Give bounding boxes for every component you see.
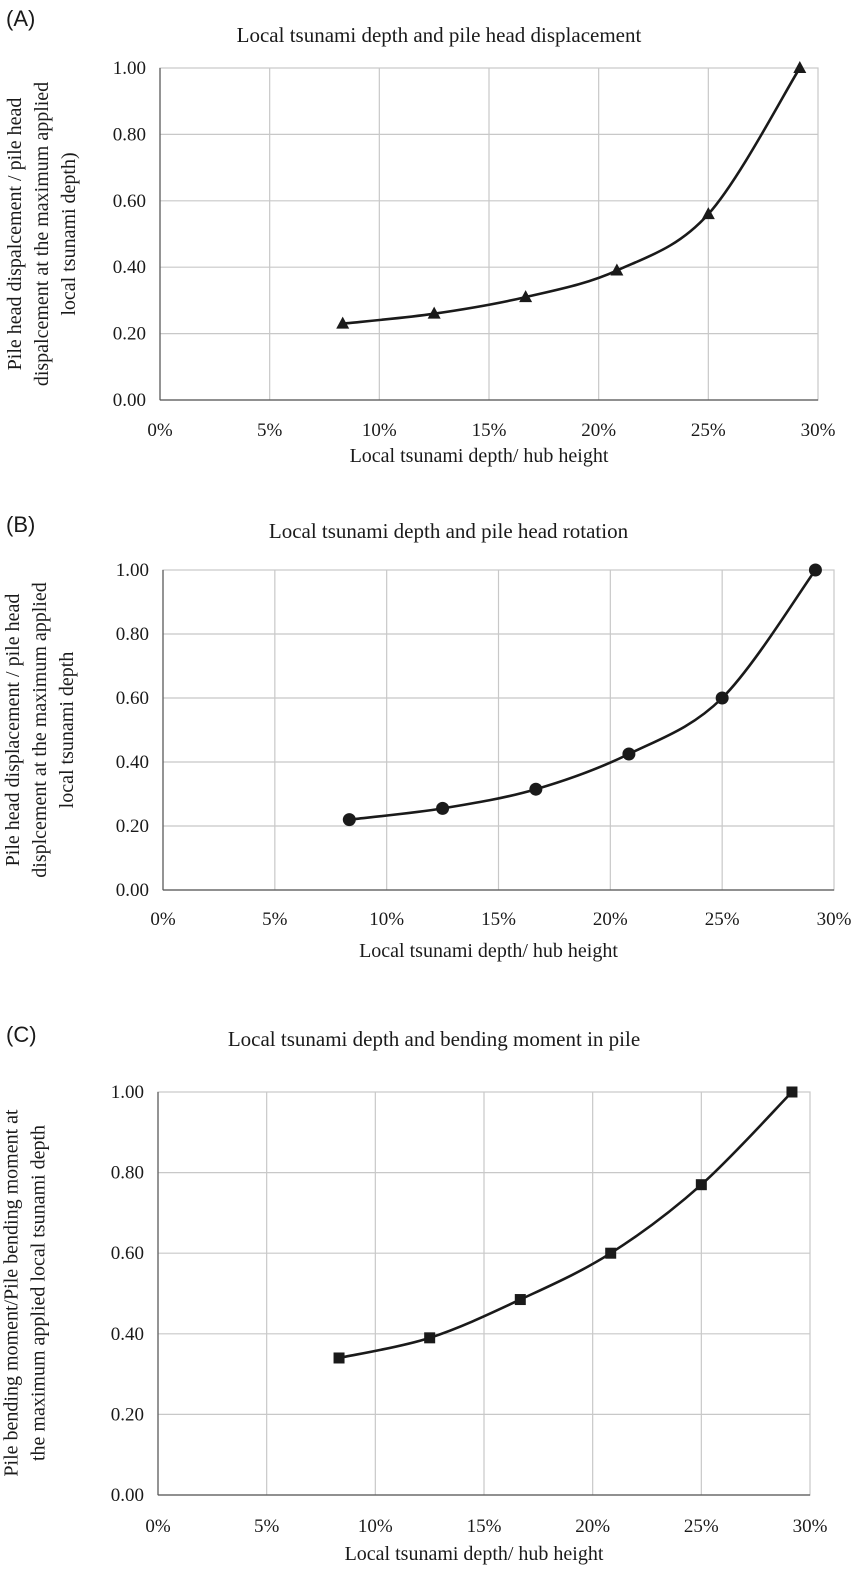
chart-panel-0: 0% 5% 10% 15% 20% 25% 30% 0.00 0.20 0.40 0.60 0.80 1… bbox=[4, 6, 836, 467]
data-point-triangle bbox=[701, 207, 715, 220]
x-axis-label: Local tsunami depth/ hub height bbox=[359, 940, 618, 962]
y-tick-label: 0.00 bbox=[116, 880, 149, 901]
y-axis-label-line: the maximum applied local tsunami depth bbox=[28, 1125, 50, 1461]
data-point-circle bbox=[342, 813, 356, 827]
x-tick-label: 20% bbox=[575, 1516, 610, 1537]
y-axis-label-line: local tsunami depth) bbox=[58, 152, 80, 315]
y-tick-label: 0.20 bbox=[113, 324, 146, 345]
x-tick-label: 15% bbox=[481, 909, 516, 930]
y-tick-label: 1.00 bbox=[116, 560, 149, 581]
y-tick-label: 0.20 bbox=[116, 816, 149, 837]
y-tick-label: 1.00 bbox=[113, 58, 146, 79]
series-line bbox=[342, 67, 801, 325]
data-point-triangle bbox=[793, 61, 807, 73]
x-axis-label: Local tsunami depth/ hub height bbox=[350, 445, 609, 467]
y-tick-label: 0.40 bbox=[113, 257, 146, 278]
y-tick-label: 1.00 bbox=[111, 1082, 144, 1103]
x-tick-label: 10% bbox=[358, 1516, 393, 1537]
x-tick-label: 30% bbox=[793, 1516, 828, 1537]
x-tick-label: 25% bbox=[691, 420, 726, 441]
y-axis-label-line: local tsunami depth bbox=[56, 652, 78, 809]
y-tick-label: 0.80 bbox=[113, 124, 146, 145]
panel-label: (C) bbox=[6, 1022, 37, 1047]
y-tick-label: 0.60 bbox=[113, 191, 146, 212]
panel-label: (B) bbox=[6, 512, 35, 537]
chart-title: Local tsunami depth and pile head rotati… bbox=[269, 519, 629, 543]
x-tick-label: 30% bbox=[817, 909, 852, 930]
x-tick-label: 10% bbox=[362, 420, 397, 441]
y-tick-label: 0.00 bbox=[111, 1485, 144, 1506]
series-line bbox=[349, 569, 817, 821]
x-tick-label: 5% bbox=[262, 909, 288, 930]
data-point-circle bbox=[529, 782, 543, 796]
y-axis-label-line: dispalcement at the maximum applied bbox=[31, 82, 53, 386]
x-tick-label: 15% bbox=[467, 1516, 502, 1537]
y-tick-label: 0.40 bbox=[116, 752, 149, 773]
y-axis-label-line: Pile head dispalcement / pile head bbox=[4, 98, 26, 371]
x-tick-label: 0% bbox=[150, 909, 176, 930]
data-point-circle bbox=[715, 691, 729, 705]
data-point-square bbox=[424, 1332, 436, 1344]
x-tick-label: 0% bbox=[145, 1516, 171, 1537]
y-tick-label: 0.80 bbox=[111, 1163, 144, 1184]
y-axis-label-line: Pile bending moment/Pile bending moment … bbox=[1, 1109, 23, 1477]
x-tick-label: 25% bbox=[684, 1516, 719, 1537]
data-point-triangle bbox=[427, 306, 441, 319]
chart-panel-1: 0% 5% 10% 15% 20% 25% 30% 0.00 0.20 0.40 0.60 0.80 1… bbox=[2, 512, 852, 962]
x-tick-label: 30% bbox=[801, 420, 836, 441]
series-line bbox=[338, 1091, 793, 1360]
chart-panel-2: 0% 5% 10% 15% 20% 25% 30% 0.00 0.20 0.40 0.60 0.80 1… bbox=[1, 1022, 828, 1565]
data-point-triangle bbox=[336, 316, 350, 329]
y-tick-label: 0.80 bbox=[116, 624, 149, 645]
y-axis-label-line: displcement at the maximum applied bbox=[29, 582, 51, 877]
x-axis-label: Local tsunami depth/ hub height bbox=[345, 1543, 604, 1565]
data-point-circle bbox=[436, 801, 450, 815]
x-tick-label: 15% bbox=[472, 420, 507, 441]
chart-title: Local tsunami depth and pile head displa… bbox=[237, 23, 642, 47]
chart-title: Local tsunami depth and bending moment i… bbox=[228, 1027, 640, 1051]
x-tick-label: 5% bbox=[257, 420, 283, 441]
x-tick-label: 5% bbox=[254, 1516, 280, 1537]
y-tick-label: 0.60 bbox=[111, 1243, 144, 1264]
data-point-triangle bbox=[519, 290, 533, 303]
x-tick-label: 20% bbox=[581, 420, 616, 441]
data-point-circle bbox=[622, 747, 636, 761]
data-point-square bbox=[695, 1179, 707, 1191]
data-point-triangle bbox=[610, 263, 624, 276]
y-tick-label: 0.60 bbox=[116, 688, 149, 709]
data-point-square bbox=[605, 1247, 617, 1259]
x-tick-label: 0% bbox=[147, 420, 173, 441]
x-tick-label: 25% bbox=[705, 909, 740, 930]
data-point-circle bbox=[808, 563, 822, 577]
y-axis-label-line: Pile head displacement / pile head bbox=[2, 594, 24, 867]
y-tick-label: 0.00 bbox=[113, 390, 146, 411]
data-point-square bbox=[514, 1294, 526, 1306]
x-tick-label: 20% bbox=[593, 909, 628, 930]
data-point-square bbox=[786, 1086, 798, 1098]
data-point-square bbox=[333, 1352, 345, 1364]
x-tick-label: 10% bbox=[369, 909, 404, 930]
y-tick-label: 0.40 bbox=[111, 1324, 144, 1345]
y-tick-label: 0.20 bbox=[111, 1404, 144, 1425]
panel-label: (A) bbox=[6, 6, 35, 31]
